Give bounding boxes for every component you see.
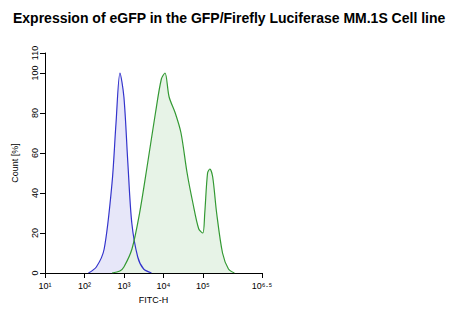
svg-text:100: 100 (30, 65, 40, 80)
svg-text:0: 0 (30, 270, 40, 275)
svg-text:10¹: 10¹ (38, 281, 51, 291)
svg-text:40: 40 (30, 188, 40, 198)
svg-text:Count [%]: Count [%] (10, 143, 20, 183)
svg-text:10⁶·⁵: 10⁶·⁵ (252, 281, 273, 291)
svg-text:20: 20 (30, 228, 40, 238)
svg-text:80: 80 (30, 108, 40, 118)
svg-text:60: 60 (30, 148, 40, 158)
svg-text:Expression of eGFP in the GFP/: Expression of eGFP in the GFP/Firefly Lu… (13, 10, 446, 26)
svg-text:10²: 10² (78, 281, 91, 291)
svg-text:110: 110 (30, 46, 40, 60)
svg-text:10³: 10³ (117, 281, 130, 291)
svg-text:FITC-H: FITC-H (139, 295, 169, 305)
svg-text:10⁴: 10⁴ (156, 281, 170, 291)
svg-text:10⁵: 10⁵ (196, 281, 210, 291)
